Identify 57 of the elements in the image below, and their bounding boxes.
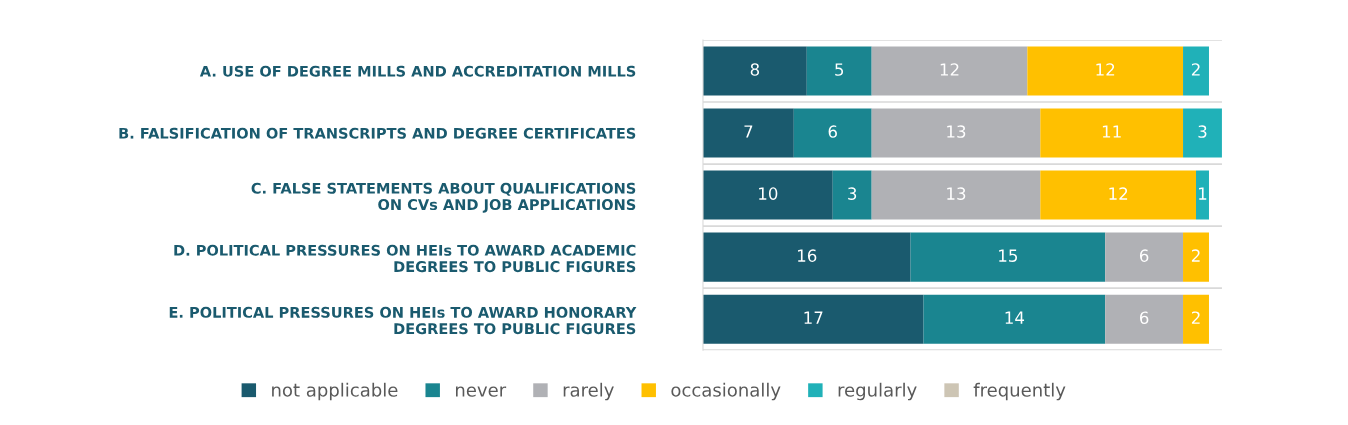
data-label: 7 xyxy=(744,125,753,138)
y-tick-label: B. FALSIFICATION OF TRANSCRIPTS AND DEGREE CERTIFICATES xyxy=(119,127,636,139)
data-label: 12 xyxy=(1109,187,1128,200)
data-label: 6 xyxy=(1139,249,1149,262)
bar xyxy=(832,170,872,220)
bar xyxy=(1027,46,1184,96)
data-label: 12 xyxy=(940,63,959,76)
y-tick-label: E. POLITICAL PRESSURES ON HEIs TO AWARD HONORARY DEGREES TO PUBLIC FIGURES xyxy=(169,306,637,335)
legend-label: occasionally xyxy=(671,382,781,401)
data-label: 3 xyxy=(848,187,857,200)
bar xyxy=(1183,232,1209,282)
data-label: 2 xyxy=(1191,63,1200,76)
bar xyxy=(1183,108,1222,158)
bar xyxy=(1183,46,1209,96)
legend-label: never xyxy=(456,386,507,397)
data-label: 15 xyxy=(999,249,1018,262)
y-tick-label: A. USE OF DEGREE MILLS AND ACCREDITATION MILLS xyxy=(199,65,636,77)
bar xyxy=(1105,232,1184,282)
bar xyxy=(923,294,1106,344)
bar xyxy=(1183,294,1209,344)
bar xyxy=(806,46,872,96)
legend-label: rarely xyxy=(563,382,614,401)
data-label: 2 xyxy=(1191,311,1200,324)
data-label: 6 xyxy=(828,125,837,138)
bar xyxy=(1040,108,1184,158)
data-label: 6 xyxy=(1139,311,1149,325)
bar xyxy=(871,46,1028,96)
bar xyxy=(702,294,924,344)
data-label: 2 xyxy=(1191,249,1200,262)
data-label: 12 xyxy=(1096,63,1115,76)
bar xyxy=(1196,170,1209,220)
data-label: 16 xyxy=(798,249,817,262)
data-label: 13 xyxy=(947,125,966,138)
data-label: 11 xyxy=(1102,125,1121,138)
bar xyxy=(702,108,794,158)
bar xyxy=(871,108,1041,158)
y-tick-label: C. FALSE STATEMENTS ABOUT QUALIFICATIONS ON CVs AND JOB APPLICATIONS xyxy=(251,182,636,213)
bar xyxy=(793,108,872,158)
bar xyxy=(910,232,1106,282)
data-label: 1 xyxy=(1199,187,1207,200)
data-label: 8 xyxy=(750,63,760,76)
bar xyxy=(871,170,1041,220)
bar xyxy=(702,170,833,220)
bar xyxy=(1105,294,1184,344)
bar xyxy=(702,46,807,96)
bar xyxy=(702,232,911,282)
legend-label: not applicable xyxy=(272,382,398,401)
data-label: 10 xyxy=(759,187,778,200)
data-label: 5 xyxy=(835,63,844,76)
legend-label: regularly xyxy=(838,382,917,401)
data-label: 14 xyxy=(1005,311,1025,324)
y-tick-label: D. POLITICAL PRESSURES ON HEIs TO AWARD ACADEMIC DEGREES TO PUBLIC FIGURES xyxy=(174,244,636,273)
data-label: 13 xyxy=(947,187,966,200)
legend-label: frequently xyxy=(973,382,1066,401)
data-label: 17 xyxy=(804,311,823,324)
data-label: 3 xyxy=(1198,125,1207,138)
bar xyxy=(1040,170,1197,220)
